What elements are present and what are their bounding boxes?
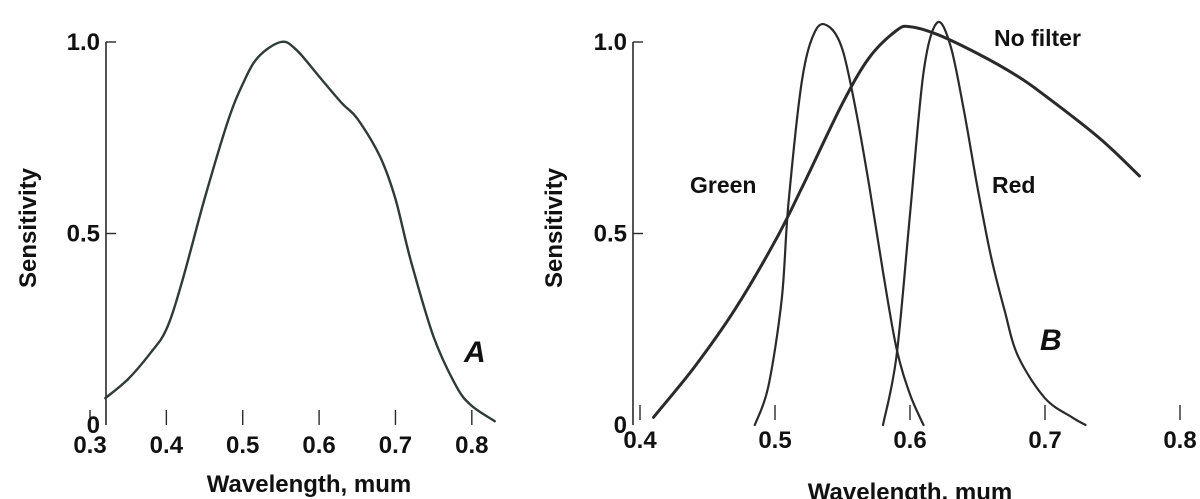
- panel-b-x-tick-label: 0.5: [758, 427, 791, 454]
- panel-a-x-axis-title: Wavelength, mum: [207, 471, 411, 498]
- panel-b-x-tick-label: 0.8: [1163, 427, 1196, 454]
- series-label-no-filter: No filter: [994, 25, 1081, 51]
- panel-b-label: B: [1040, 324, 1062, 357]
- panel-a: 0.3 0.4 0.5 0.6 0.7 0.8 0 0.5 1.0 Wavelength, m…: [15, 29, 496, 498]
- panel-a-x-tick-label: 0.7: [379, 432, 412, 459]
- panel-a-y-axis-title: Sensitivity: [15, 167, 42, 288]
- panel-b-x-axis-title: Wavelength, mum: [808, 479, 1012, 499]
- panel-b-y-tick-label: 1.0: [594, 29, 627, 56]
- panel-b-x-tick-label: 0.7: [1028, 427, 1061, 454]
- panel-b-curve-no-filter: [652, 24, 1141, 419]
- panel-b: 0.4 0.5 0.6 0.7 0.8 00.51.0 Wavelength, mum …: [541, 20, 1197, 499]
- panel-b-curve-red: [881, 20, 1087, 427]
- panel-a-x-tick-label: 0.3: [73, 432, 106, 459]
- series-label-red: Red: [992, 172, 1035, 198]
- panel-a-y-tick-label: 0: [87, 412, 100, 439]
- panel-b-y-axis-title: Sensitivity: [541, 167, 568, 288]
- panel-a-label: A: [463, 336, 486, 369]
- panel-a-x-tick-label: 0.5: [226, 432, 259, 459]
- panel-a-x-tick-label: 0.4: [150, 432, 184, 459]
- series-label-green: Green: [690, 172, 756, 198]
- panel-a-x-tick-label: 0.8: [455, 432, 488, 459]
- panel-b-x-tick-label: 0.6: [893, 427, 926, 454]
- panel-a-x-tick-label: 0.6: [302, 432, 335, 459]
- panel-a-y-tick-label: 1.0: [67, 29, 100, 56]
- panel-b-y-tick-label: 0: [614, 412, 627, 439]
- panel-b-y-tick-label: 0.5: [594, 221, 627, 248]
- panel-a-curve-response: [104, 40, 496, 423]
- panel-b-curve-green: [753, 22, 925, 427]
- panel-b-x-tick-label: 0.4: [623, 427, 657, 454]
- panel-a-y-tick-label: 0.5: [67, 221, 100, 248]
